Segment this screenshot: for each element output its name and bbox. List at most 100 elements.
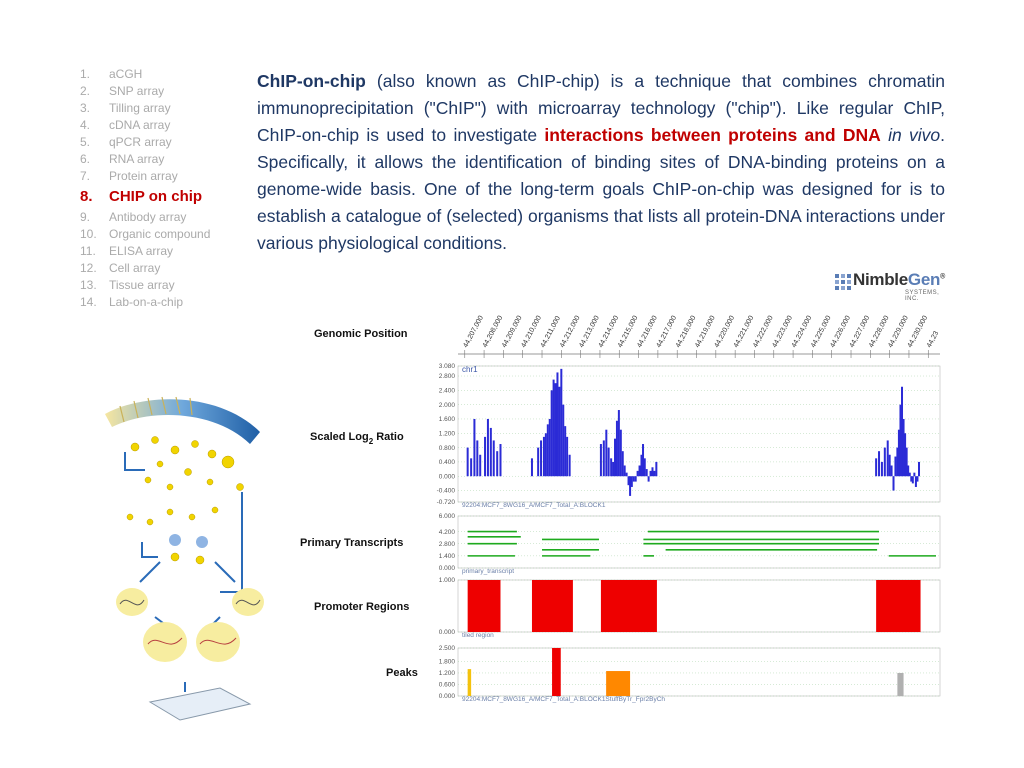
sidebar-item-9[interactable]: 9. Antibody array (80, 209, 210, 226)
promoter-block (876, 580, 921, 632)
sidebar-item-number: 12. (80, 261, 97, 275)
ratio-bar (634, 476, 637, 482)
peak-bar (606, 671, 631, 696)
track-note-label: 92204:MCF7_8WG16_A/MCF7_Total_A:BLOCK1 (462, 502, 606, 509)
sidebar-item-label: Tilling array (109, 101, 171, 115)
ratio-bar (484, 436, 487, 477)
ratio-bar (470, 458, 473, 477)
sidebar-item-4[interactable]: 4. cDNA array (80, 117, 210, 134)
term-chip-on-chip: ChIP-on-chip (257, 71, 366, 91)
sidebar-item-11[interactable]: 11. ELISA array (80, 243, 210, 260)
sidebar-item-1[interactable]: 1. aCGH (80, 66, 210, 83)
ratio-bar (621, 451, 624, 477)
y-tick-label: 3.080 (439, 363, 456, 370)
sidebar-item-label: ELISA array (109, 244, 174, 258)
ratio-track: 3.080 2.800 2.400 2.000 1.600 1.200 0.800 0.400… (437, 363, 941, 509)
in-vivo-italic: in vivo (888, 125, 941, 145)
description-part-1: (also known as ChIP-chip) is a technique… (257, 71, 945, 145)
ratio-bar (560, 368, 563, 477)
y-tick-label: 0.000 (439, 565, 456, 572)
sidebar-item-13[interactable]: 13. Tissue array (80, 277, 210, 294)
ratio-bar (904, 433, 907, 477)
ratio-bar (552, 379, 555, 477)
ratio-bar (492, 440, 495, 477)
ratio-bar (892, 476, 895, 491)
sidebar-item-number: 5. (80, 135, 91, 149)
promoters-track-title: Promoter Regions (314, 601, 409, 613)
ratio-bar (548, 418, 551, 477)
ratio-bar (899, 404, 902, 477)
genomic-position-axis: 44,207,00044,208,00044,209,00044,210,000… (458, 315, 940, 358)
promoter-block (531, 580, 573, 632)
chip-chip-genome-browser: Genomic Position 44,207,00044,208,00044,… (300, 315, 941, 703)
y-tick-label: 0.000 (439, 473, 456, 480)
antibody-icon (169, 534, 208, 548)
track-note-label: tiled region (462, 632, 494, 639)
y-tick-label: 0.800 (439, 445, 456, 452)
peak-bar (897, 672, 904, 696)
ratio-bar (640, 454, 643, 477)
protein-particles-icon (126, 436, 244, 565)
sidebar-item-label: RNA array (109, 152, 165, 166)
ratio-bar (546, 424, 549, 477)
sidebar-item-number: 4. (80, 118, 91, 132)
nimblegen-logo: NimbleGen® SYSTEMS, INC. (835, 268, 945, 304)
ratio-bar (602, 440, 605, 477)
sidebar-item-label: SNP array (109, 84, 165, 98)
sidebar-item-label: qPCR array (109, 135, 172, 149)
ratio-bar (897, 429, 900, 477)
sidebar-item-number: 14. (80, 295, 97, 309)
y-tick-label: 1.600 (439, 416, 456, 423)
peak-bar (552, 648, 561, 696)
y-tick-label: 0.600 (439, 682, 456, 689)
sidebar-item-5[interactable]: 5. qPCR array (80, 134, 210, 151)
peaks-track-title: Peaks (386, 667, 418, 679)
nimblegen-grid-icon (835, 274, 851, 290)
sidebar-item-label: Tissue array (109, 278, 175, 292)
ratio-bar (883, 447, 886, 477)
sidebar-item-label: Cell array (109, 261, 161, 275)
ratio-bar (554, 383, 557, 477)
ratio-bar (875, 458, 878, 477)
ratio-bar (556, 372, 559, 477)
y-tick-label: 2.400 (439, 388, 456, 395)
dna-helix-icon (105, 399, 260, 444)
sidebar-item-2[interactable]: 2. SNP array (80, 83, 210, 100)
y-tick-label: 0.400 (439, 459, 456, 466)
ratio-bar (568, 454, 571, 477)
ratio-bar (466, 447, 469, 477)
ratio-bar (878, 451, 881, 477)
ratio-bar (638, 465, 641, 477)
ratio-bar (911, 476, 914, 484)
ratio-bar (890, 465, 893, 477)
sidebar-item-3[interactable]: 3. Tilling array (80, 100, 210, 117)
sidebar-item-label: aCGH (109, 67, 143, 81)
sidebar-item-14[interactable]: 14. Lab-on-a-chip (80, 294, 210, 311)
ratio-bar (544, 433, 547, 477)
chip-workflow-illustration (105, 396, 264, 721)
sidebar-item-number: 9. (80, 210, 91, 224)
sidebar-item-number: 7. (80, 169, 91, 183)
y-tick-label: 0.000 (439, 629, 456, 636)
ratio-bar (642, 444, 645, 477)
ratio-bar (627, 476, 630, 486)
ratio-bar (916, 476, 919, 482)
sidebar-item-6[interactable]: 6. RNA array (80, 151, 210, 168)
sidebar-item-label: CHIP on chip (109, 188, 203, 205)
sidebar-item-number: 6. (80, 152, 91, 166)
ratio-bar (625, 472, 628, 477)
sidebar-item-7[interactable]: 7. Protein array (80, 168, 210, 185)
ratio-bar (562, 404, 565, 477)
sidebar-item-12[interactable]: 12. Cell array (80, 260, 210, 277)
ratio-bar (617, 410, 620, 477)
sidebar-item-label: Organic compound (109, 227, 211, 241)
ratio-bar (607, 447, 610, 477)
sidebar-item-8[interactable]: 8. CHIP on chip (80, 185, 210, 209)
peaks-track: 2.500 1.800 1.200 0.600 0.000 92204:MCF7_8WG1… (439, 645, 941, 703)
ratio-bar (901, 386, 904, 477)
y-tick-label: -0.400 (437, 488, 456, 495)
ratio-bar (910, 476, 913, 482)
transcripts-track: 6.000 4.200 2.800 1.400 0.000 primary_transcr… (439, 513, 941, 575)
sidebar-item-10[interactable]: 10. Organic compound (80, 226, 210, 243)
sidebar-item-number: 3. (80, 101, 91, 115)
